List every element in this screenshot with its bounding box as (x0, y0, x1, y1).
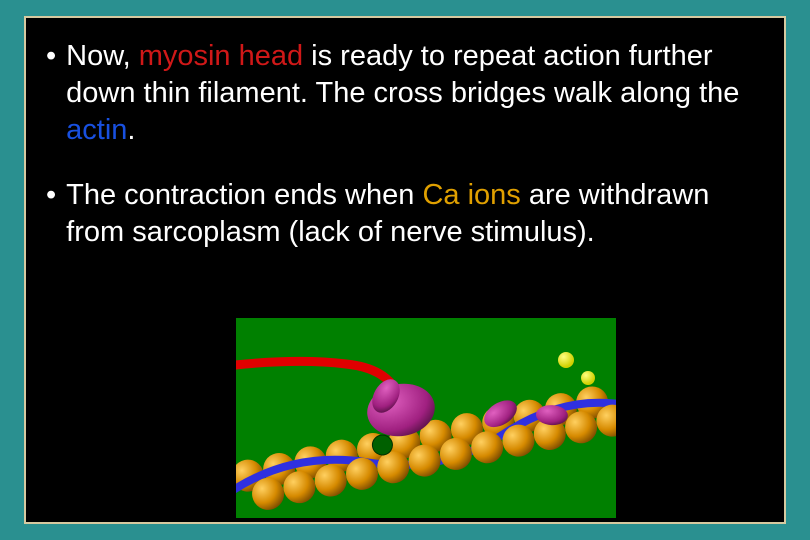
bullet-text: The contraction ends when Ca ions are wi… (66, 177, 756, 251)
bullet-mark: • (42, 177, 66, 251)
keyword-myosin-head: myosin head (139, 40, 303, 72)
keyword-ca-ions: Ca ions (422, 179, 520, 211)
text-run: The contraction ends when (66, 179, 422, 211)
bullet-text: Now, myosin head is ready to repeat acti… (66, 38, 756, 149)
text-run: . (127, 114, 135, 146)
text-run: Now, (66, 40, 139, 72)
slide-box: • Now, myosin head is ready to repeat ac… (24, 16, 786, 524)
bullet-2: • The contraction ends when Ca ions are … (42, 177, 756, 251)
actin-myosin-diagram (236, 318, 616, 518)
bullet-1: • Now, myosin head is ready to repeat ac… (42, 38, 756, 149)
keyword-actin: actin (66, 114, 127, 146)
bullet-mark: • (42, 38, 66, 149)
